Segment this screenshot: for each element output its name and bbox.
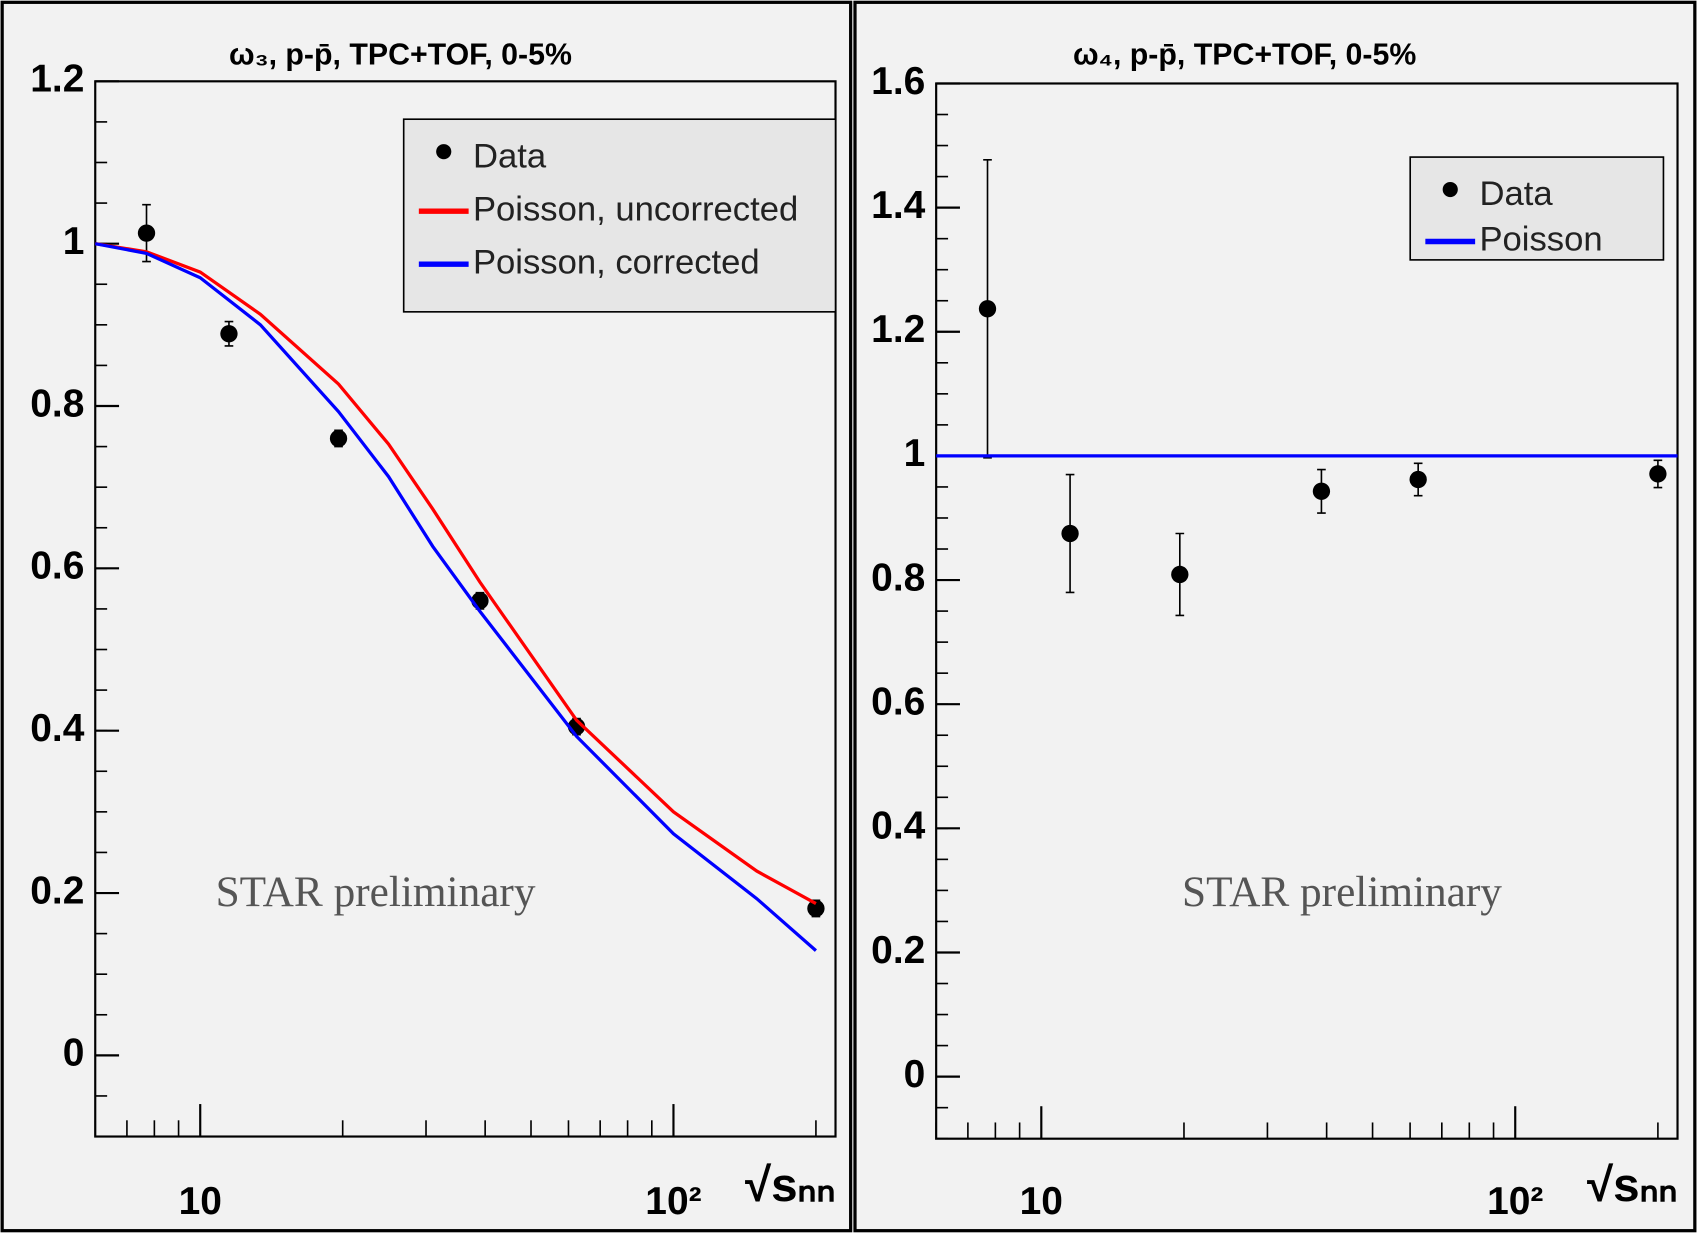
data-point	[329, 429, 348, 448]
line	[94, 242, 817, 905]
y-tick-label: 0.2	[30, 869, 84, 912]
data-point	[1649, 465, 1667, 483]
x-tick-label: 10	[179, 1180, 222, 1223]
y-tick-label: 1.2	[30, 58, 84, 101]
data-point	[978, 300, 997, 318]
legend-label: Poisson, corrected	[473, 243, 760, 281]
data-point	[1312, 482, 1331, 500]
y-tick-label: 0	[63, 1032, 85, 1075]
x-tick-label: 10²	[645, 1180, 701, 1223]
legend-label: Poisson, uncorrected	[473, 190, 798, 228]
y-tick-label: 0.4	[871, 805, 925, 848]
x-axis-label: √sₙₙ	[745, 1159, 836, 1212]
y-tick-label: 0.8	[30, 382, 84, 425]
data-point	[1171, 565, 1189, 584]
annotation: STAR preliminary	[1182, 868, 1502, 916]
chart-title: ω₄, p-p̄, TPC+TOF, 0-5%	[1073, 38, 1416, 71]
legend-label: Poisson	[1479, 221, 1602, 259]
y-tick-label: 0.6	[871, 680, 925, 723]
line	[94, 242, 817, 952]
y-tick-label: 0	[904, 1053, 926, 1096]
legend-swatch	[436, 144, 452, 160]
y-tick-label: 1.6	[871, 60, 925, 103]
y-tick-label: 0.6	[30, 545, 84, 588]
x-axis-label: √sₙₙ	[1587, 1159, 1678, 1212]
y-tick-label: 0.8	[871, 556, 925, 599]
data-point	[220, 325, 238, 343]
x-tick-label: 10	[1020, 1180, 1063, 1223]
legend-swatch	[1442, 181, 1458, 198]
y-tick-label: 0.2	[871, 929, 925, 972]
y-tick-label: 1.4	[871, 184, 925, 227]
y-tick-label: 1	[904, 432, 926, 475]
legend-box	[402, 118, 837, 313]
y-tick-label: 1.2	[871, 308, 925, 351]
data-point	[1061, 524, 1079, 543]
x-tick-label: 10²	[1487, 1180, 1543, 1223]
data-point	[807, 899, 825, 918]
chart-title: ω₃, p-p̄, TPC+TOF, 0-5%	[229, 38, 572, 71]
legend-label: Data	[1479, 175, 1553, 213]
annotation: STAR preliminary	[216, 868, 536, 916]
legend-label: Data	[473, 137, 547, 175]
y-tick-label: 0.4	[30, 707, 84, 750]
data-point	[137, 224, 156, 242]
y-tick-label: 1	[63, 220, 85, 263]
data-point	[1409, 470, 1427, 489]
